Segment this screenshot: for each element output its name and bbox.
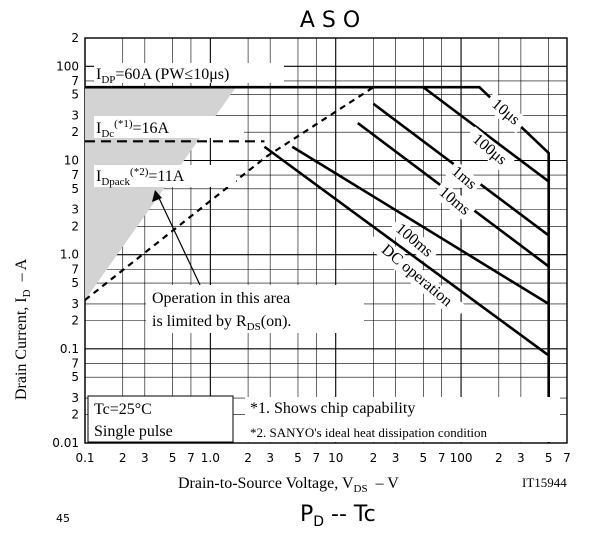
chart-title: A S O — [300, 8, 360, 33]
y-tick-label-8: 5 — [71, 182, 79, 196]
conditions-line1: Tc=25°C — [94, 401, 152, 418]
idp-label: IDP=60A (PW≤10μs) — [96, 66, 229, 86]
footnote-2: *2. SANYO's ideal heat dissipation condi… — [250, 425, 488, 440]
series-line-7 — [84, 86, 375, 301]
x-tick-label-2: 3 — [141, 451, 149, 465]
y-tick-label-11: 1.0 — [60, 248, 79, 262]
area-note-arrowhead — [152, 190, 162, 202]
y-tick-label-6: 10 — [64, 154, 79, 168]
curve-label-bg-100us — [463, 126, 515, 174]
idp-label-bg — [94, 63, 284, 83]
y-tick-label-18: 5 — [71, 370, 79, 384]
y-tick-label-4: 3 — [71, 109, 79, 123]
x-tick-label-11: 2 — [370, 451, 378, 465]
y-tick-label-2: 7 — [71, 74, 79, 88]
series-line-1 — [422, 86, 550, 183]
x-tick-label-14: 7 — [438, 451, 446, 465]
idpack-label-bg — [94, 165, 236, 187]
x-tick-label-16: 2 — [495, 451, 503, 465]
curve-label-bg-1ms — [444, 160, 483, 197]
area-note-line2: is limited by RDS(on). — [152, 313, 291, 333]
y-tick-label-16: 0.1 — [60, 342, 79, 356]
y-tick-label-1: 100 — [56, 59, 79, 73]
y-tick-label-0: 2 — [71, 31, 79, 45]
curve-label-bg-dc — [366, 231, 467, 321]
x-tick-label-1: 2 — [119, 451, 127, 465]
area-note-line1: Operation in this area — [152, 290, 290, 307]
x-axis-label: Drain-to-Source Voltage, VDS – V — [178, 475, 399, 495]
next-chart-tick: 45 — [56, 512, 70, 525]
idc-label-bg — [94, 116, 244, 138]
x-tick-label-8: 5 — [294, 451, 302, 465]
y-tick-label-17: 7 — [71, 356, 79, 370]
y-tick-label-9: 3 — [71, 203, 79, 217]
x-tick-label-7: 3 — [266, 451, 274, 465]
figure-code: IT15944 — [522, 475, 567, 490]
x-tick-label-5: 1.0 — [201, 451, 220, 465]
x-tick-label-17: 3 — [517, 451, 525, 465]
x-tick-label-18: 5 — [545, 451, 553, 465]
x-tick-label-15: 100 — [450, 451, 473, 465]
idc-label: IDc(*1)=16A — [96, 118, 170, 140]
y-tick-label-12: 7 — [71, 262, 79, 276]
x-tick-label-6: 2 — [244, 451, 252, 465]
series-line-4 — [291, 145, 550, 306]
y-tick-label-19: 3 — [71, 391, 79, 405]
y-tick-label-20: 2 — [71, 408, 79, 422]
y-tick-label-15: 2 — [71, 313, 79, 327]
y-tick-label-13: 5 — [71, 276, 79, 290]
footnote-1: *1. Shows chip capability — [250, 400, 415, 417]
curve-label-bg-10ms — [431, 180, 477, 223]
x-tick-label-13: 5 — [420, 451, 428, 465]
x-tick-label-19: 7 — [563, 451, 571, 465]
x-tick-label-3: 5 — [169, 451, 177, 465]
curve-label-bg-100ms — [388, 217, 440, 265]
curve-label-bg-10us — [483, 91, 528, 134]
x-tick-labels: 0.1 2 3 5 7 1.0 2 3 5 7 10 2 3 5 7 100 2 3 5 7 — [75, 451, 570, 465]
x-tick-label-4: 7 — [187, 451, 195, 465]
series-line-0 — [85, 85, 550, 443]
series-line-5 — [263, 145, 550, 357]
area-note-bg — [146, 285, 364, 333]
y-tick-label-3: 5 — [71, 88, 79, 102]
y-tick-label-14: 3 — [71, 297, 79, 311]
y-tick-label-10: 2 — [71, 219, 79, 233]
y-tick-label-21: 0.01 — [52, 436, 79, 450]
x-tick-label-12: 3 — [392, 451, 400, 465]
x-tick-label-0: 0.1 — [75, 451, 94, 465]
area-note-arrow — [157, 195, 201, 286]
y-tick-label-5: 2 — [71, 125, 79, 139]
conditions-line2: Single pulse — [94, 423, 173, 440]
idpack-label: IDpack(*2)=11A — [96, 166, 185, 188]
next-chart-title: PD -- Tc — [300, 502, 376, 529]
footnote-bg — [245, 397, 560, 442]
y-tick-label-7: 7 — [71, 168, 79, 182]
x-tick-label-9: 7 — [312, 451, 320, 465]
y-axis-label: Drain Current, ID– A — [13, 258, 33, 400]
x-tick-label-10: 10 — [328, 451, 343, 465]
conditions-box — [87, 395, 234, 443]
